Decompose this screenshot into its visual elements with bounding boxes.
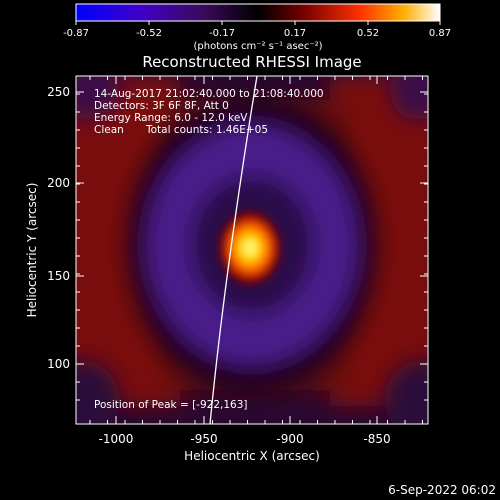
colorbar-tick-label: 0.17 [284,28,306,39]
y-tick-label: 250 [47,85,70,99]
info-peak: Position of Peak = [-922,163] [94,399,248,411]
info-detectors: Detectors: 3F 6F 8F, Att 0 [94,100,229,112]
axis-ticks: -1000 -950 -900 -850 100 150 200 250 [47,76,428,446]
colorbar [76,4,440,21]
plot-frame [75,75,429,425]
info-time: 14-Aug-2017 21:02:40.000 to 21:08:40.000 [94,88,324,100]
solar-limb-line [209,76,258,424]
y-tick-label: 100 [47,357,70,371]
info-clean: Clean [94,124,124,136]
image-area [76,76,428,424]
y-tick-label: 150 [47,269,70,283]
x-tick-label: -1000 [99,432,134,446]
colorbar-tick-label: 0.87 [429,28,451,39]
colorbar-unit-label: (photons cm⁻² s⁻¹ asec⁻²) [193,41,322,52]
colorbar-tick-label: -0.87 [63,28,89,39]
x-tick-label: -900 [276,432,303,446]
colorbar-tick-label: 0.52 [357,28,379,39]
x-tick-label: -950 [190,432,217,446]
colorbar-tick-label: -0.52 [136,28,162,39]
x-axis-label: Heliocentric X (arcsec) [184,449,320,463]
colorbar-tick-label: -0.17 [209,28,235,39]
plot-title: Reconstructed RHESSI Image [142,53,361,71]
colorbar-ticks: -0.87 -0.52 -0.17 0.17 0.52 0.87 [63,21,451,39]
y-axis-label: Heliocentric Y (arcsec) [25,183,39,318]
info-energy: Energy Range: 6.0 - 12.0 keV [94,112,248,124]
x-tick-label: -850 [363,432,390,446]
y-tick-label: 200 [47,176,70,190]
flare-source [216,208,284,288]
info-counts: Total counts: 1.46E+05 [145,124,268,136]
footer-date: 6-Sep-2022 06:02 [388,483,496,497]
